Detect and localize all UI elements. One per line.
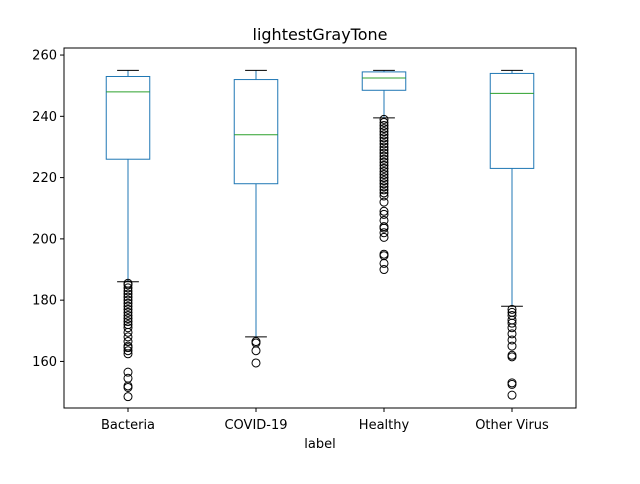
outlier-point-healthy xyxy=(379,114,389,124)
chart-title: lightestGrayTone xyxy=(253,25,388,44)
outlier-point-healthy xyxy=(379,215,389,225)
outlier-point-healthy xyxy=(379,176,389,186)
outlier-point-healthy xyxy=(379,151,389,161)
outlier-point-other-virus xyxy=(507,350,517,360)
y-tick-label: 200 xyxy=(32,232,57,247)
x-tick-label-other-virus: Other Virus xyxy=(475,418,549,433)
outlier-point-healthy xyxy=(379,209,389,219)
outlier-point-bacteria xyxy=(123,283,133,293)
outlier-point-healthy xyxy=(379,185,389,195)
outlier-point-bacteria xyxy=(123,310,133,320)
outlier-point-healthy xyxy=(379,121,389,131)
y-tick-label: 180 xyxy=(32,294,57,309)
outlier-point-healthy xyxy=(379,157,389,167)
y-tick-label: 160 xyxy=(32,355,57,370)
x-tick-label-covid-19: COVID-19 xyxy=(224,418,287,433)
outlier-point-healthy xyxy=(379,136,389,146)
x-axis-label: label xyxy=(304,437,335,452)
outlier-point-healthy xyxy=(379,232,389,242)
outlier-point-other-virus xyxy=(507,335,517,345)
x-tick-label-healthy: Healthy xyxy=(359,418,410,433)
outlier-point-healthy xyxy=(379,182,389,192)
outlier-point-bacteria xyxy=(123,307,133,317)
outlier-point-healthy xyxy=(379,173,389,183)
outlier-point-bacteria xyxy=(123,304,133,314)
outlier-point-healthy xyxy=(379,191,389,201)
outlier-point-bacteria xyxy=(123,337,133,347)
outlier-point-covid-19 xyxy=(251,337,261,347)
outlier-point-bacteria xyxy=(123,292,133,302)
y-tick-label: 220 xyxy=(32,171,57,186)
outlier-point-other-virus xyxy=(507,390,517,400)
axes-frame xyxy=(63,47,577,409)
outlier-point-covid-19 xyxy=(251,358,261,368)
outlier-point-healthy xyxy=(379,154,389,164)
box-bacteria xyxy=(105,75,151,160)
outlier-point-healthy xyxy=(379,170,389,180)
outlier-point-other-virus xyxy=(507,378,517,388)
outlier-point-other-virus xyxy=(507,310,517,320)
outlier-point-healthy xyxy=(379,197,389,207)
outlier-point-healthy xyxy=(379,130,389,140)
outlier-point-bacteria xyxy=(123,320,133,330)
outlier-point-healthy xyxy=(379,117,389,127)
outlier-point-bacteria xyxy=(123,301,133,311)
outlier-point-healthy xyxy=(379,127,389,137)
outlier-point-bacteria xyxy=(123,332,133,342)
box-healthy xyxy=(361,71,407,91)
box-other-virus xyxy=(489,72,535,169)
outlier-point-healthy xyxy=(379,133,389,143)
outlier-point-healthy xyxy=(379,139,389,149)
outlier-point-bacteria xyxy=(123,317,133,327)
outlier-point-healthy xyxy=(379,188,389,198)
outlier-point-other-virus xyxy=(507,304,517,314)
outlier-point-healthy xyxy=(379,166,389,176)
outlier-point-healthy xyxy=(379,265,389,275)
outlier-point-bacteria xyxy=(123,341,133,351)
outlier-point-healthy xyxy=(379,163,389,173)
outlier-point-healthy xyxy=(379,160,389,170)
outlier-point-bacteria xyxy=(123,295,133,305)
y-tick-label: 240 xyxy=(32,110,57,125)
plot-area: 160 180 200 220 240 260 Bacteria COVID-19 Health… xyxy=(32,47,577,433)
outlier-point-bacteria xyxy=(123,278,133,288)
outlier-point-other-virus xyxy=(507,341,517,351)
outlier-point-bacteria xyxy=(123,323,133,333)
x-tick-label-bacteria: Bacteria xyxy=(101,418,155,433)
outlier-point-healthy xyxy=(379,145,389,155)
outlier-point-healthy xyxy=(379,249,389,259)
outlier-point-healthy xyxy=(379,148,389,158)
outlier-point-bacteria xyxy=(123,314,133,324)
outlier-point-healthy xyxy=(379,142,389,152)
y-tick-label: 260 xyxy=(32,49,57,64)
outlier-point-bacteria xyxy=(123,367,133,377)
outlier-point-bacteria xyxy=(123,373,133,383)
outlier-point-healthy xyxy=(379,179,389,189)
outlier-point-other-virus xyxy=(507,307,517,317)
outlier-point-healthy xyxy=(379,228,389,238)
outlier-point-healthy xyxy=(379,222,389,232)
outlier-point-bacteria xyxy=(123,298,133,308)
outlier-point-bacteria xyxy=(123,392,133,402)
outlier-point-bacteria xyxy=(123,346,133,356)
outlier-point-other-virus xyxy=(507,329,517,339)
outlier-point-healthy xyxy=(379,124,389,134)
outlier-point-healthy xyxy=(379,206,389,216)
box-covid-19 xyxy=(233,79,279,185)
outlier-point-bacteria xyxy=(123,289,133,299)
